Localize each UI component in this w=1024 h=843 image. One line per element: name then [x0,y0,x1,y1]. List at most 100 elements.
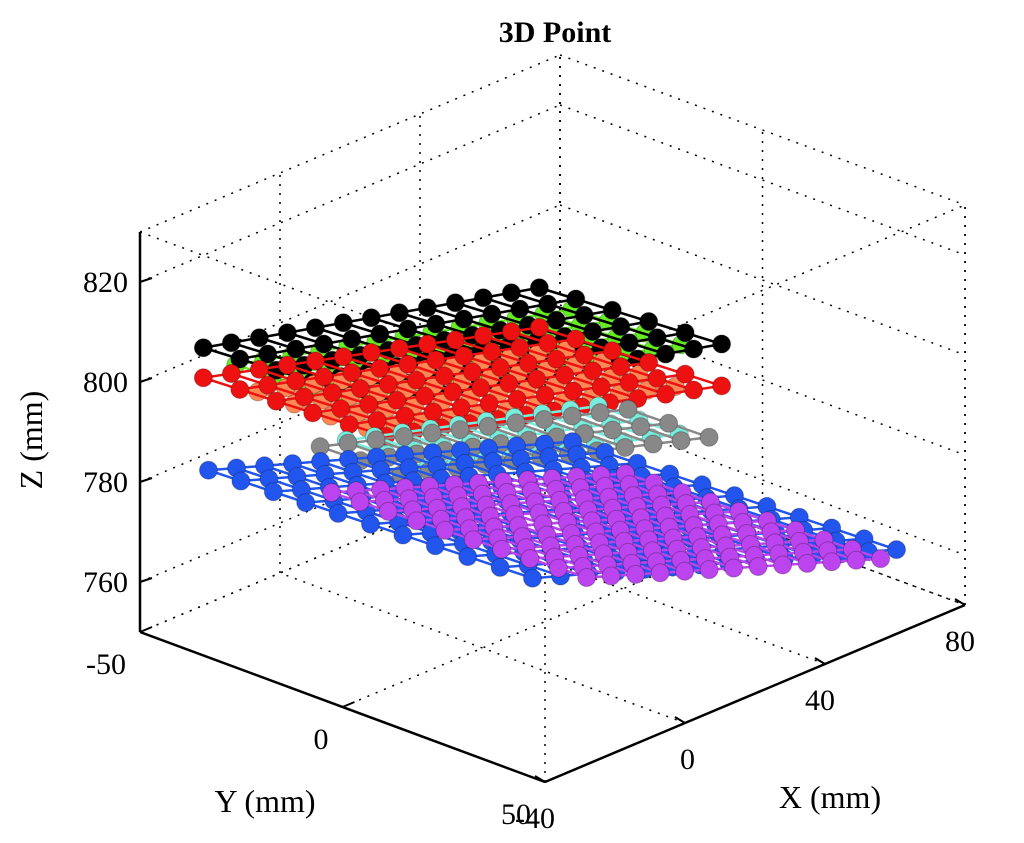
grid-line [139,104,561,283]
data-point [342,329,362,349]
data-point [294,387,314,407]
box-edge [139,54,561,233]
data-point [350,492,370,512]
data-point [445,293,465,313]
data-point [643,434,663,454]
data-layer [193,278,906,588]
data-point [328,503,348,523]
series-8 [322,464,891,588]
data-point [659,413,679,433]
data-point [507,389,527,409]
data-point [574,345,594,365]
data-point [458,547,478,567]
data-point [361,514,380,534]
data-point [602,300,622,320]
data-point [258,344,278,364]
data-point [583,361,603,381]
y-tick [139,626,153,633]
data-point [435,520,455,540]
data-point [445,330,465,350]
series-6 [310,399,719,485]
data-point [417,334,437,354]
data-point [887,540,906,560]
data-point [422,423,442,443]
data-point [266,391,286,411]
data-point [675,323,695,343]
z-tick [139,477,153,483]
data-point [423,402,443,422]
chart-title: 3D Point [499,16,612,49]
x-axis-line [544,603,966,784]
data-point [398,354,418,374]
data-point [546,349,566,369]
tick-layer: 760 780 800 820 -40 0 40 80 -50 0 50 [83,266,975,835]
y-tick-label: 0 [314,723,329,756]
x-tick-label: 80 [945,625,975,658]
z-tick [139,377,153,383]
data-point [263,482,283,502]
z-tick-label: 800 [83,366,128,399]
data-point [361,308,381,328]
data-point [395,406,415,426]
data-point [314,334,334,354]
data-point [450,420,470,440]
data-point [426,314,446,334]
data-point [454,346,474,366]
data-point [367,410,387,430]
data-point [230,349,250,369]
data-point [407,511,427,531]
data-point [370,324,390,344]
data-point [822,552,842,572]
data-point [451,398,471,418]
data-point [471,378,491,398]
data-point [478,416,498,436]
data-point [366,430,386,450]
grid-line [279,572,686,724]
data-point [443,382,463,402]
x-tick-label: 0 [680,743,695,776]
data-point [602,341,622,361]
data-point [562,406,582,426]
data-point [406,370,426,390]
z-tick-label: 760 [83,566,128,599]
data-point [339,415,359,435]
data-point [221,364,241,384]
data-point [631,417,651,437]
data-point [699,560,719,580]
data-point [322,483,341,502]
data-point [393,525,413,545]
data-point [712,376,732,396]
x-tick [534,775,546,783]
data-point [675,364,695,384]
data-point [463,530,483,550]
data-point [296,493,316,513]
data-point [338,433,358,453]
grid-line [139,204,561,383]
y-tick [544,776,558,783]
data-point [415,386,435,406]
data-point [387,390,407,410]
data-point [425,536,445,556]
data-point [639,352,659,372]
data-point [650,563,670,583]
data-point [583,322,603,341]
z-tick [139,277,153,283]
data-point [454,309,474,329]
data-point [534,409,554,429]
data-point [417,298,437,318]
y-tick-label: -50 [86,648,126,681]
data-point [389,338,409,358]
data-point [538,333,558,353]
data-point [482,304,502,324]
data-point [546,310,566,330]
data-point [647,368,667,388]
data-point [611,317,631,336]
data-point [361,343,381,363]
data-point [398,319,418,339]
data-point [286,371,306,391]
data-point [611,357,631,377]
data-point [538,294,558,314]
data-point [501,283,521,303]
